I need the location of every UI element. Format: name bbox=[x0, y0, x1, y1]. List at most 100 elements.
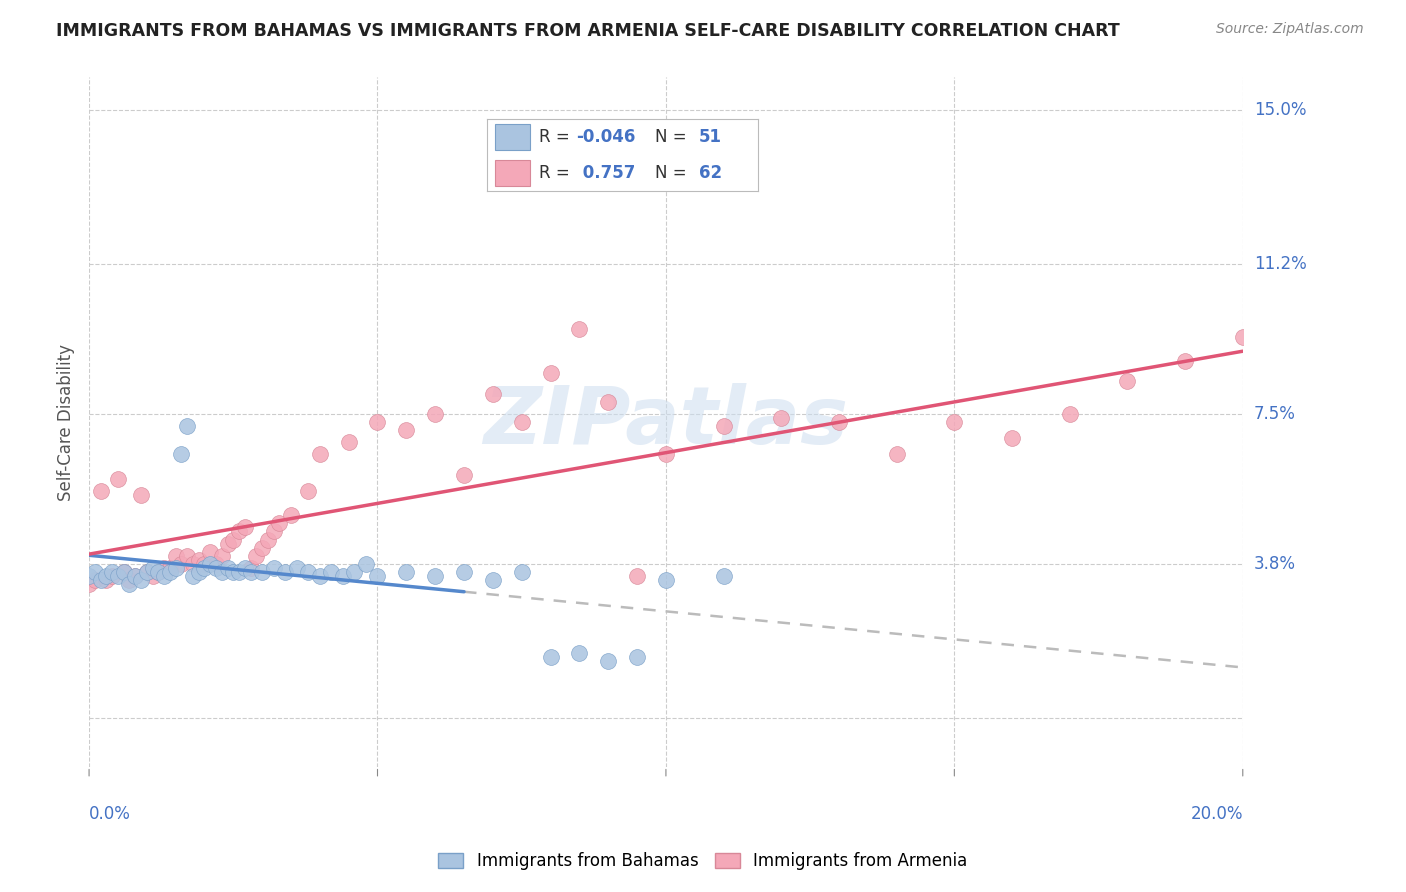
Point bbox=[308, 569, 330, 583]
Point bbox=[135, 565, 157, 579]
Point bbox=[395, 565, 418, 579]
Point bbox=[148, 565, 170, 579]
Point bbox=[1232, 330, 1254, 344]
Text: IMMIGRANTS FROM BAHAMAS VS IMMIGRANTS FROM ARMENIA SELF-CARE DISABILITY CORRELAT: IMMIGRANTS FROM BAHAMAS VS IMMIGRANTS FR… bbox=[56, 22, 1121, 40]
Point bbox=[274, 565, 297, 579]
Point bbox=[598, 654, 620, 668]
Point bbox=[568, 322, 591, 336]
Point bbox=[124, 569, 146, 583]
Point bbox=[205, 561, 228, 575]
Point bbox=[343, 565, 366, 579]
Point bbox=[540, 650, 562, 665]
Point bbox=[153, 561, 176, 575]
Point bbox=[285, 561, 308, 575]
Point bbox=[153, 569, 176, 583]
Point bbox=[482, 386, 505, 401]
Point bbox=[425, 569, 447, 583]
Point bbox=[193, 557, 215, 571]
Text: 3.8%: 3.8% bbox=[1254, 555, 1296, 573]
Point bbox=[269, 516, 291, 531]
Point bbox=[77, 577, 100, 591]
Point bbox=[129, 488, 152, 502]
Point bbox=[425, 407, 447, 421]
Text: 20.0%: 20.0% bbox=[1191, 805, 1243, 823]
Point bbox=[129, 573, 152, 587]
Point bbox=[159, 561, 181, 575]
Point bbox=[332, 569, 354, 583]
Point bbox=[626, 650, 648, 665]
Point bbox=[308, 447, 330, 461]
Point bbox=[1116, 375, 1139, 389]
Point bbox=[112, 565, 135, 579]
Legend: Immigrants from Bahamas, Immigrants from Armenia: Immigrants from Bahamas, Immigrants from… bbox=[432, 846, 974, 877]
Point bbox=[211, 549, 233, 563]
Point bbox=[233, 561, 256, 575]
Point bbox=[200, 545, 222, 559]
Point bbox=[193, 561, 215, 575]
Point bbox=[297, 483, 319, 498]
Point bbox=[187, 553, 209, 567]
Point bbox=[337, 435, 360, 450]
Point bbox=[228, 524, 250, 539]
Point bbox=[211, 565, 233, 579]
Point bbox=[222, 533, 245, 547]
Point bbox=[540, 367, 562, 381]
Point bbox=[354, 557, 377, 571]
Point bbox=[245, 549, 267, 563]
Point bbox=[135, 565, 157, 579]
Point bbox=[101, 569, 124, 583]
Point bbox=[101, 565, 124, 579]
Point bbox=[598, 394, 620, 409]
Point bbox=[107, 472, 129, 486]
Point bbox=[165, 549, 187, 563]
Point bbox=[366, 415, 388, 429]
Point bbox=[170, 557, 193, 571]
Text: 11.2%: 11.2% bbox=[1254, 255, 1306, 273]
Point bbox=[886, 447, 908, 461]
Point bbox=[1289, 342, 1312, 356]
Point bbox=[141, 561, 163, 575]
Point bbox=[77, 569, 100, 583]
Point bbox=[141, 569, 163, 583]
Point bbox=[170, 447, 193, 461]
Point bbox=[181, 569, 204, 583]
Point bbox=[655, 447, 678, 461]
Point bbox=[263, 524, 285, 539]
Point bbox=[257, 533, 280, 547]
Point bbox=[263, 561, 285, 575]
Point bbox=[124, 569, 146, 583]
Point bbox=[187, 565, 209, 579]
Point bbox=[250, 541, 273, 555]
Point bbox=[222, 565, 245, 579]
Text: Source: ZipAtlas.com: Source: ZipAtlas.com bbox=[1216, 22, 1364, 37]
Point bbox=[217, 561, 239, 575]
Point bbox=[159, 565, 181, 579]
Point bbox=[297, 565, 319, 579]
Point bbox=[96, 569, 118, 583]
Point bbox=[568, 646, 591, 660]
Point bbox=[250, 565, 273, 579]
Point bbox=[90, 483, 112, 498]
Point bbox=[112, 565, 135, 579]
Point bbox=[233, 520, 256, 534]
Point bbox=[395, 423, 418, 437]
Point bbox=[482, 573, 505, 587]
Point bbox=[828, 415, 851, 429]
Point bbox=[239, 565, 262, 579]
Point bbox=[943, 415, 966, 429]
Point bbox=[321, 565, 343, 579]
Point bbox=[366, 569, 388, 583]
Point bbox=[118, 573, 141, 587]
Point bbox=[96, 573, 118, 587]
Point bbox=[453, 467, 475, 482]
Point bbox=[176, 549, 198, 563]
Point bbox=[83, 565, 105, 579]
Point bbox=[181, 557, 204, 571]
Point bbox=[510, 415, 533, 429]
Point bbox=[217, 536, 239, 550]
Point bbox=[1174, 354, 1197, 368]
Y-axis label: Self-Care Disability: Self-Care Disability bbox=[58, 343, 75, 500]
Point bbox=[1405, 342, 1406, 356]
Point bbox=[148, 565, 170, 579]
Point bbox=[280, 508, 302, 523]
